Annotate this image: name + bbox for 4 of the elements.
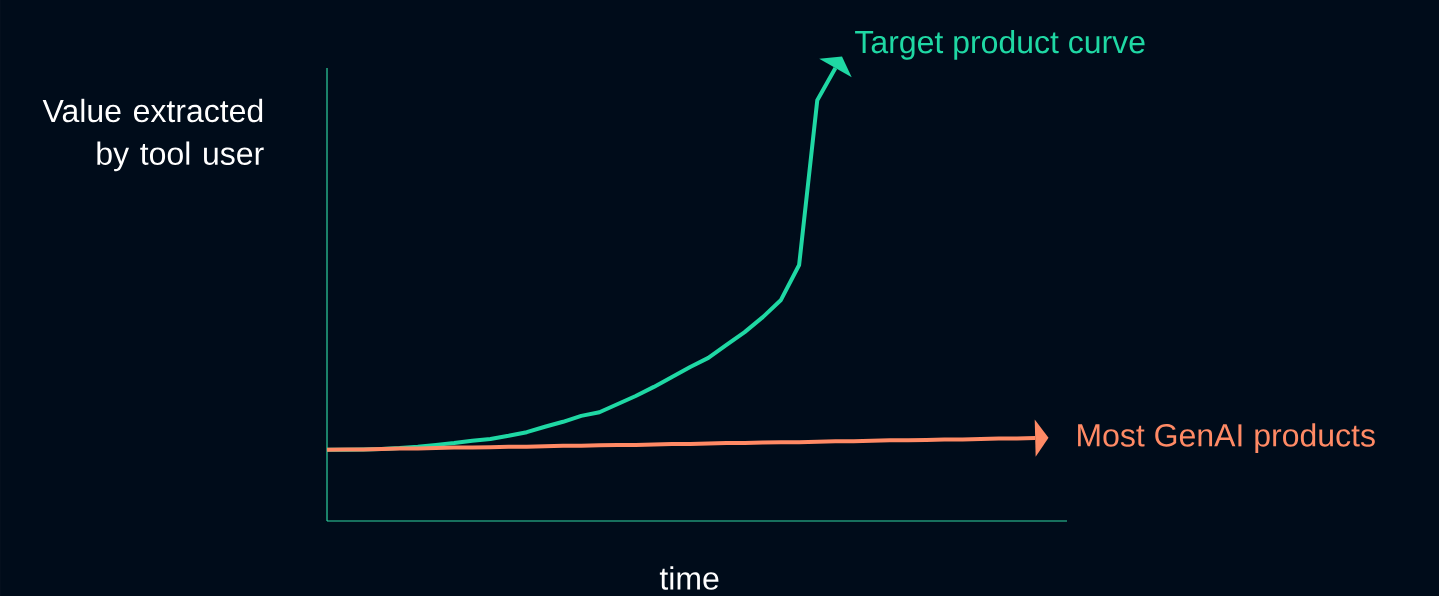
legend-label: Most GenAI products bbox=[1078, 423, 1375, 454]
y-axis-title: Value extracted by tool user bbox=[42, 98, 264, 172]
series-label: Target product curve bbox=[855, 29, 1145, 60]
x-axis-title: time bbox=[659, 566, 719, 590]
